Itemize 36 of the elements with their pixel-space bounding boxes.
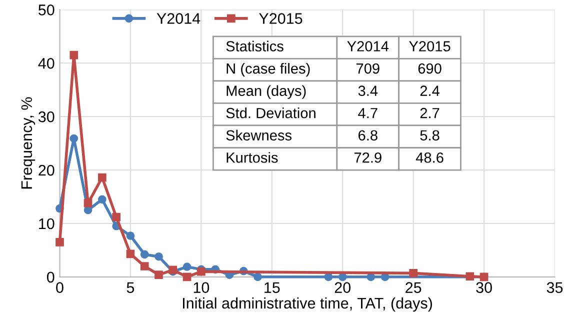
x-tick-label: 25 — [406, 282, 422, 294]
annotation: Mean (days) — [226, 85, 306, 99]
annotation: 2.7 — [420, 108, 440, 118]
y-tick-label: 50 — [38, 4, 54, 16]
annotation: 690 — [418, 63, 442, 74]
annotation: 2.4 — [420, 86, 440, 96]
legend-label: Y2015 — [259, 13, 302, 24]
annotation: Skewness — [226, 130, 292, 141]
y-tick-label: 30 — [38, 111, 54, 122]
annotation: 4.7 — [358, 108, 378, 118]
x-tick-label: 20 — [334, 282, 351, 294]
x-tick-label: 15 — [264, 282, 280, 294]
annotation: 48.6 — [416, 152, 444, 163]
annotation: 6.8 — [358, 130, 378, 141]
x-tick-label: 30 — [476, 282, 492, 294]
x-tick-label: 0 — [56, 282, 64, 294]
x-axis-title: Initial administrative time, TAT, (days) — [183, 297, 432, 312]
x-tick-label: 10 — [194, 282, 210, 294]
y-tick-label: 20 — [38, 164, 54, 176]
annotation: Std. Deviation — [226, 108, 316, 118]
annotation: 72.9 — [354, 152, 382, 163]
annotation: 709 — [356, 63, 380, 74]
annotation: Y2014 — [347, 41, 389, 52]
annotation: Y2015 — [409, 41, 450, 52]
y-tick-label: 10 — [39, 218, 54, 230]
x-tick-label: 35 — [546, 282, 563, 294]
annotation: N (case files) — [226, 62, 310, 77]
annotation: 3.4 — [358, 86, 378, 96]
annotation: Kurtosis — [226, 152, 278, 163]
y-tick-label: 40 — [38, 58, 54, 69]
legend-label: Y2014 — [156, 13, 200, 24]
y-axis-title: Frequency, % — [21, 97, 36, 189]
annotation: 5.8 — [420, 130, 440, 141]
annotation: Statistics — [226, 40, 284, 52]
x-tick-label: 5 — [126, 282, 134, 294]
y-tick-label: 0 — [46, 272, 54, 283]
